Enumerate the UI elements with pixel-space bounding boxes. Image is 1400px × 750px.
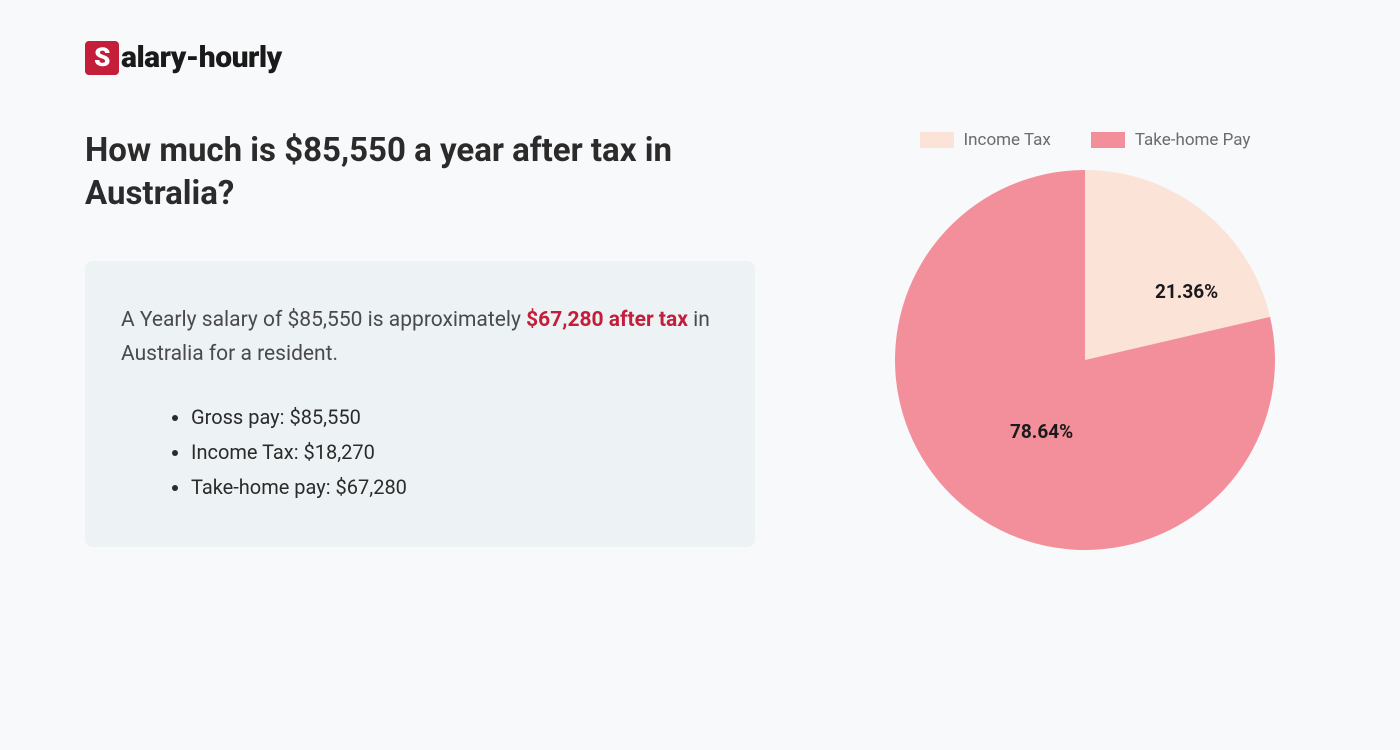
summary-prefix: A Yearly salary of $85,550 is approximat…: [121, 308, 526, 332]
chart-legend: Income Tax Take-home Pay: [920, 130, 1251, 150]
summary-highlight: $67,280 after tax: [526, 308, 688, 332]
list-item: Gross pay: $85,550: [191, 400, 719, 435]
logo-badge: S: [85, 41, 119, 75]
logo-text: alary-hourly: [121, 40, 282, 75]
summary-text: A Yearly salary of $85,550 is approximat…: [121, 303, 719, 372]
legend-swatch: [1091, 132, 1125, 148]
legend-swatch: [920, 132, 954, 148]
legend-item-income-tax: Income Tax: [920, 130, 1051, 150]
page-title: How much is $85,550 a year after tax in …: [85, 130, 755, 216]
site-logo: Salary-hourly: [85, 40, 1315, 75]
pie-slice-label: 78.64%: [1010, 420, 1073, 443]
summary-list: Gross pay: $85,550 Income Tax: $18,270 T…: [121, 400, 719, 505]
pie-chart: 21.36% 78.64%: [895, 170, 1275, 550]
legend-label: Income Tax: [964, 130, 1051, 150]
pie-slice-label: 21.36%: [1155, 280, 1218, 303]
list-item: Income Tax: $18,270: [191, 435, 719, 470]
summary-box: A Yearly salary of $85,550 is approximat…: [85, 261, 755, 547]
pie-svg: [895, 170, 1275, 550]
list-item: Take-home pay: $67,280: [191, 470, 719, 505]
legend-label: Take-home Pay: [1135, 130, 1251, 150]
legend-item-take-home: Take-home Pay: [1091, 130, 1251, 150]
